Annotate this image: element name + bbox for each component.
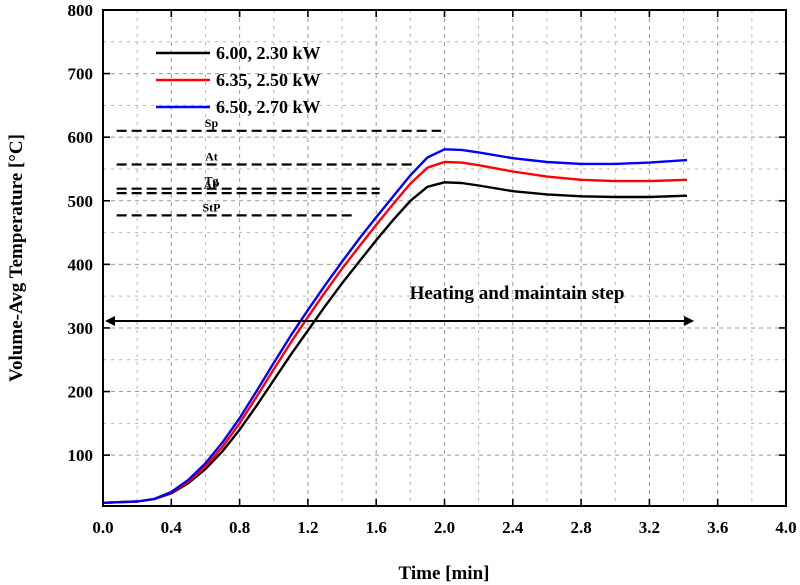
ref-line-ap-label: AP: [203, 178, 219, 192]
series-line-3: [102, 148, 688, 504]
x-tick-label: 2.4: [502, 518, 524, 537]
y-tick-label: 800: [68, 1, 94, 20]
ref-line-tg-label: Tg: [204, 174, 218, 188]
y-tick-label: 200: [68, 383, 94, 402]
legend-label-1: 6.00, 2.30 kW: [216, 43, 321, 63]
series-line-1: [102, 181, 688, 504]
y-tick-label: 600: [68, 128, 94, 147]
annotation: Heating and maintain step: [105, 283, 695, 326]
ref-line-at-label: At: [205, 150, 218, 164]
x-tick-label: 3.2: [639, 518, 660, 537]
ref-line-stp-label: StP: [202, 200, 220, 214]
x-tick-label: 2.8: [570, 518, 591, 537]
series-line-2: [102, 160, 688, 504]
x-tick-label: 1.2: [297, 518, 318, 537]
legend-label-2: 6.35, 2.50 kW: [216, 70, 321, 90]
y-tick-label: 500: [68, 192, 94, 211]
x-tick-label: 0.4: [161, 518, 183, 537]
legend-label-3: 6.50, 2.70 kW: [216, 97, 321, 117]
x-tick-label: 3.6: [707, 518, 728, 537]
y-tick-label: 300: [68, 319, 94, 338]
x-tick-label: 4.0: [775, 518, 796, 537]
y-tick-label: 400: [68, 255, 94, 274]
x-tick-label: 0.8: [229, 518, 250, 537]
x-tick-label: 0.0: [92, 518, 113, 537]
annotation-label: Heating and maintain step: [410, 283, 625, 304]
ref-line-sp-label: Sp: [205, 116, 219, 130]
y-axis-title: Volume-Avg Temperature [°C]: [6, 134, 27, 382]
axis-ticks: 0.0 0.4 0.8 1.2 1.6 2.0 2.4 2.8 3.2 3.6 4.0 100 200 3…: [68, 1, 797, 537]
y-tick-label: 700: [68, 65, 94, 84]
grid-lines: [103, 10, 786, 506]
y-tick-label: 100: [68, 446, 94, 465]
x-axis-title: Time [min]: [399, 563, 490, 584]
x-tick-label: 1.6: [366, 518, 387, 537]
x-tick-label: 2.0: [434, 518, 455, 537]
series-lines: [102, 148, 688, 504]
legend: 6.00, 2.30 kW 6.35, 2.50 kW 6.50, 2.70 kW: [156, 43, 321, 117]
